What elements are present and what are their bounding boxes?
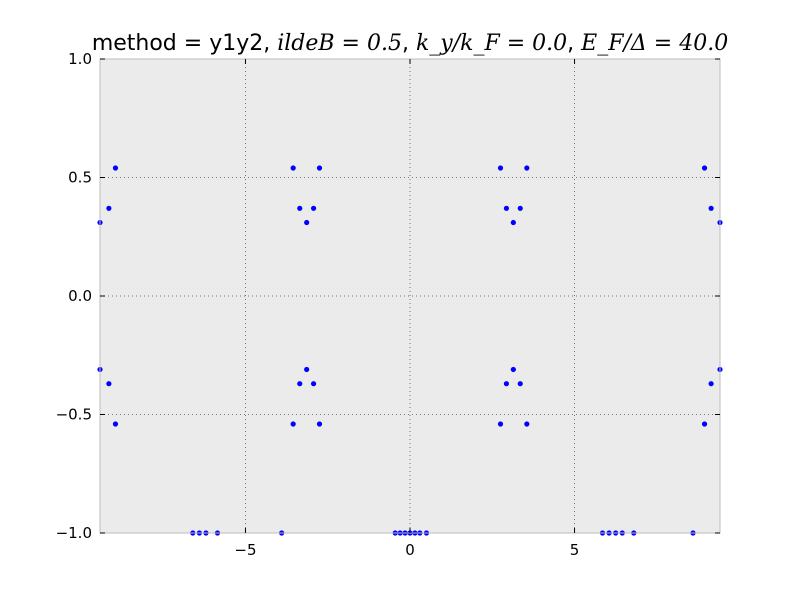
axis-ticks: −5 0 5 1.0 0.5 0.0 −0.5 −1.0 (56, 50, 720, 559)
data-point (112, 165, 119, 171)
data-point (524, 165, 530, 171)
data-point (708, 205, 714, 211)
title-sep-2: , (567, 31, 581, 56)
data-point (316, 421, 323, 427)
data-point (708, 381, 714, 387)
data-point (310, 381, 317, 387)
data-points (97, 165, 723, 536)
y-tick-label: 0.0 (68, 287, 92, 305)
y-tick-label: 0.5 (68, 169, 92, 187)
data-point (290, 421, 296, 427)
chart-title: method = y1y2, ildeB = 0.5, k_y/k_F = 0.… (92, 31, 728, 56)
data-point (297, 205, 303, 211)
title-param-1: ildeB = 0.5 (277, 31, 402, 56)
data-point (503, 205, 510, 211)
title-param-3: E_F/Δ = 40.0 (580, 31, 728, 56)
data-point (517, 205, 523, 211)
data-point (701, 165, 708, 171)
data-point (304, 219, 310, 226)
data-point (304, 366, 310, 373)
title-param-2: k_y/k_F = 0.0 (416, 31, 567, 56)
data-point (701, 421, 708, 427)
data-point (310, 205, 317, 211)
y-tick-label: −1.0 (56, 524, 92, 542)
data-point (503, 381, 510, 387)
data-point (316, 165, 323, 171)
title-prefix: method = y1y2, (92, 31, 277, 56)
data-point (290, 165, 296, 171)
data-point (106, 381, 112, 387)
data-point (510, 219, 516, 226)
x-tick-label: 5 (570, 541, 580, 559)
data-point (497, 421, 504, 427)
data-point (112, 421, 119, 427)
y-tick-label: 1.0 (68, 50, 92, 68)
data-point (497, 165, 504, 171)
y-tick-label: −0.5 (56, 406, 92, 424)
data-point (510, 366, 516, 373)
data-point (524, 421, 530, 427)
data-point (106, 205, 112, 211)
title-sep-1: , (402, 31, 416, 56)
data-point (517, 381, 523, 387)
data-point (297, 381, 303, 387)
x-tick-label: 0 (405, 541, 415, 559)
x-tick-label: −5 (234, 541, 256, 559)
